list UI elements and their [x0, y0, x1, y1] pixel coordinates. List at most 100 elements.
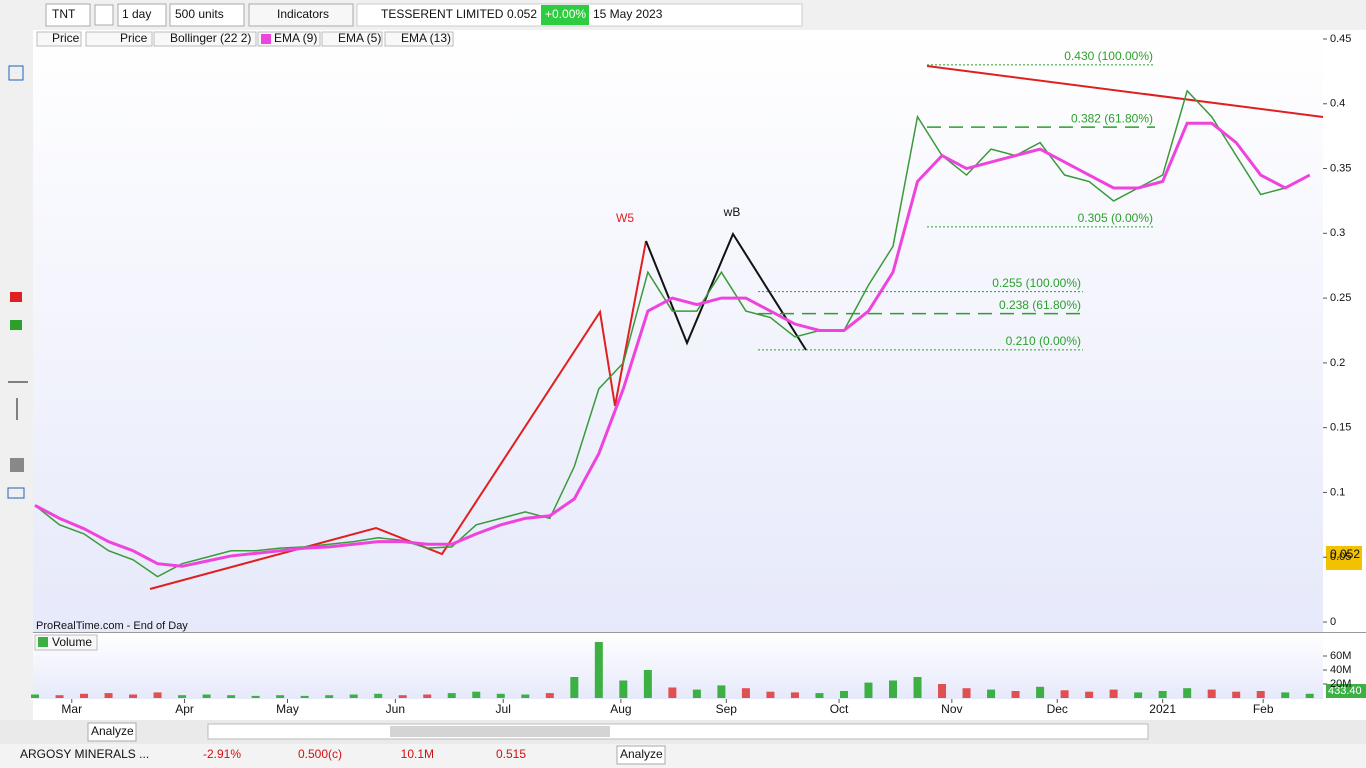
- y-tick-label: 0.2: [1330, 357, 1345, 369]
- fib-label: 0.430 (100.00%): [1064, 49, 1153, 63]
- volume-bar: [938, 684, 947, 698]
- volume-bar: [1183, 688, 1192, 698]
- volume-bar: [1011, 691, 1020, 698]
- scroll-thumb[interactable]: [390, 726, 610, 737]
- fib-label: 0.238 (61.80%): [999, 298, 1081, 312]
- volume-bar: [790, 692, 799, 698]
- volume-title: Volume: [52, 635, 92, 649]
- watch-change: -2.91%: [203, 747, 241, 761]
- volume-bar: [594, 642, 603, 698]
- w-button[interactable]: [94, 4, 114, 26]
- volume-bar: [521, 694, 530, 698]
- volume-bar: [692, 689, 701, 698]
- x-tick-label: Jul: [496, 702, 511, 716]
- fib-label: 0.382 (61.80%): [1071, 111, 1153, 125]
- volume-bar: [766, 691, 775, 698]
- period-box[interactable]: [117, 3, 167, 27]
- watch-name[interactable]: ARGOSY MINERALS ...: [20, 747, 149, 761]
- analyze-button[interactable]: [87, 722, 137, 742]
- volume-bar: [374, 693, 383, 698]
- volume-bar: [668, 687, 677, 698]
- y-tick-label: 0.35: [1330, 162, 1351, 174]
- analyze-button-2[interactable]: [616, 745, 666, 765]
- volume-bar: [1281, 692, 1290, 698]
- volume-bar: [251, 695, 260, 698]
- drawing-tools[interactable]: [7, 65, 28, 499]
- volume-bar: [545, 693, 554, 698]
- legend-item: Price: [52, 31, 80, 45]
- change-badge: [541, 5, 589, 25]
- volume-bar: [839, 691, 848, 698]
- watchlist-bar: [0, 744, 1366, 768]
- x-tick-label: Apr: [175, 702, 194, 716]
- x-tick-label: Mar: [61, 702, 82, 716]
- volume-bar: [1256, 691, 1265, 698]
- symbol-box[interactable]: [45, 3, 91, 27]
- price-tag-label: 0.052: [1330, 547, 1360, 561]
- scrollbar[interactable]: [207, 723, 1149, 740]
- change: +0.00%: [545, 7, 586, 21]
- left-toolbar: [0, 30, 33, 720]
- legend-item: Price: [120, 31, 148, 45]
- indicators-button[interactable]: [248, 3, 354, 27]
- y-tick-label: 20M: [1330, 678, 1351, 690]
- volume-bar: [178, 695, 187, 698]
- volume-bar: [1036, 686, 1045, 698]
- y-tick-label: 0.4: [1330, 98, 1345, 110]
- period: 1 day: [122, 7, 151, 21]
- y-tick-label: 0.15: [1330, 422, 1351, 434]
- volume-bar: [889, 680, 897, 698]
- instrument-name: TESSERENT LIMITED: [381, 7, 504, 21]
- volume-bar: [423, 694, 432, 698]
- volume-bar: [276, 695, 285, 698]
- annotation: wB: [723, 205, 741, 219]
- volume-bar: [1305, 693, 1314, 698]
- y-tick-label: 0.1: [1330, 486, 1345, 498]
- y-tick-label: 60M: [1330, 650, 1351, 662]
- x-tick-label: Aug: [610, 702, 631, 716]
- volume-bar: [643, 670, 652, 698]
- volume-bar: [1158, 691, 1167, 698]
- last-price: 0.052: [507, 7, 537, 21]
- volume-bar: [741, 688, 750, 698]
- volume-bar: [815, 693, 824, 698]
- price-line: [34, 89, 1311, 578]
- volume-bar: [1085, 691, 1094, 698]
- volume-tag-label: 433.40: [1328, 685, 1362, 697]
- volume-bar: [349, 694, 358, 698]
- watch-price: 0.500(c): [298, 747, 342, 761]
- fib-label: 0.255 (100.00%): [992, 276, 1081, 290]
- volume-bar: [619, 680, 628, 698]
- volume-bar: [570, 677, 579, 698]
- volume-bar: [80, 693, 89, 698]
- legend: Price Price Bollinger (22 2) EMA (9) EMA…: [36, 31, 454, 47]
- volume-bar: [913, 677, 922, 698]
- fib-label: 0.210 (0.00%): [1006, 334, 1081, 348]
- watch-other: 0.515: [496, 747, 526, 761]
- units-box[interactable]: [169, 3, 245, 27]
- volume-bar: [864, 682, 873, 698]
- volume-bar: [962, 688, 971, 698]
- x-tick-label: Dec: [1047, 702, 1068, 716]
- right-axis: [1323, 30, 1366, 720]
- watch-volume: 10.1M: [401, 747, 434, 761]
- x-tick-label: Feb: [1253, 702, 1274, 716]
- legend-item: Bollinger (22 2): [170, 31, 251, 45]
- volume-legend-box: [34, 634, 98, 651]
- volume-bar: [300, 695, 309, 698]
- x-tick-label: May: [276, 702, 299, 716]
- x-tick-label: Jun: [386, 702, 405, 716]
- y-tick-label: 0.25: [1330, 292, 1351, 304]
- volume-bar: [153, 692, 162, 698]
- volume-bar: [1232, 691, 1241, 698]
- analyze: Analyze: [91, 724, 134, 738]
- volume-bar: [1207, 689, 1216, 698]
- volume-tag: [1326, 684, 1366, 698]
- volume-bar: [447, 693, 456, 698]
- price-panel: [33, 30, 1323, 632]
- volume-bar: [987, 689, 996, 698]
- y-tick-label: 0.05: [1330, 551, 1351, 563]
- y-tick-label: 40M: [1330, 664, 1351, 676]
- volume-bar: [325, 695, 334, 698]
